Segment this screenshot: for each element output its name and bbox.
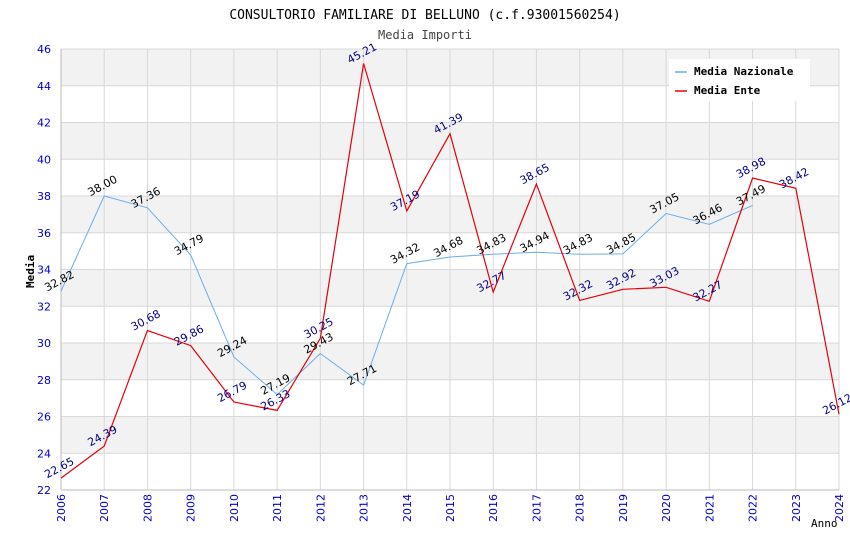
x-tick-label: 2013: [358, 494, 371, 522]
series-line-media-ente: [60, 63, 840, 479]
x-tick-label: 2022: [747, 494, 760, 522]
series-line-media-nazionale: [60, 195, 753, 396]
x-axis-label: Anno: [811, 517, 838, 530]
x-tick-label: 2012: [314, 494, 327, 522]
y-tick-label: 26: [37, 411, 51, 424]
x-tick-label: 2007: [98, 494, 111, 522]
x-tick-label: 2015: [444, 494, 457, 522]
axes: [60, 49, 839, 491]
y-tick-label: 44: [37, 80, 51, 93]
y-tick-label: 46: [37, 43, 51, 56]
y-tick-label: 28: [37, 374, 51, 387]
y-tick-label: 38: [37, 190, 51, 203]
y-tick-labels: 22 24 26 28 30 32 34 36 38 40 42 44 46: [37, 43, 51, 497]
x-tick-labels: 2006 2007 2008 2009 2010 2011 2012 2013 2014 2015…: [55, 494, 846, 522]
x-tick-label: 2021: [703, 494, 716, 522]
legend: Media Nazionale Media Ente: [669, 59, 810, 101]
chart-subtitle: Media Importi: [378, 28, 472, 42]
x-tick-label: 2019: [617, 494, 630, 522]
y-tick-label: 30: [37, 337, 51, 350]
chart-title: CONSULTORIO FAMILIARE DI BELLUNO (c.f.93…: [229, 8, 620, 23]
y-tick-label: 34: [37, 264, 51, 277]
y-tick-label: 24: [37, 447, 51, 460]
x-tick-label: 2014: [401, 494, 414, 522]
x-tick-label: 2020: [660, 494, 673, 522]
x-tick-label: 2023: [790, 494, 803, 522]
y-tick-label: 40: [37, 153, 51, 166]
x-tick-label: 2009: [185, 494, 198, 522]
series-lines: [60, 63, 840, 479]
y-tick-label: 32: [37, 300, 51, 313]
y-tick-label: 42: [37, 117, 51, 130]
x-tick-label: 2010: [228, 494, 241, 522]
legend-label-media-nazionale: Media Nazionale: [694, 65, 794, 78]
x-tick-label: 2006: [55, 494, 68, 522]
legend-box: [669, 59, 810, 101]
x-tick-label: 2018: [574, 494, 587, 522]
x-tick-label: 2017: [530, 494, 543, 522]
x-tick-label: 2016: [487, 494, 500, 522]
legend-label-media-ente: Media Ente: [694, 84, 761, 97]
x-tick-label: 2024: [833, 494, 846, 522]
y-tick-label: 22: [37, 484, 51, 497]
y-tick-label: 36: [37, 227, 51, 240]
y-axis-label: Media: [24, 255, 37, 288]
x-tick-label: 2008: [141, 494, 154, 522]
x-tick-label: 2011: [271, 494, 284, 522]
